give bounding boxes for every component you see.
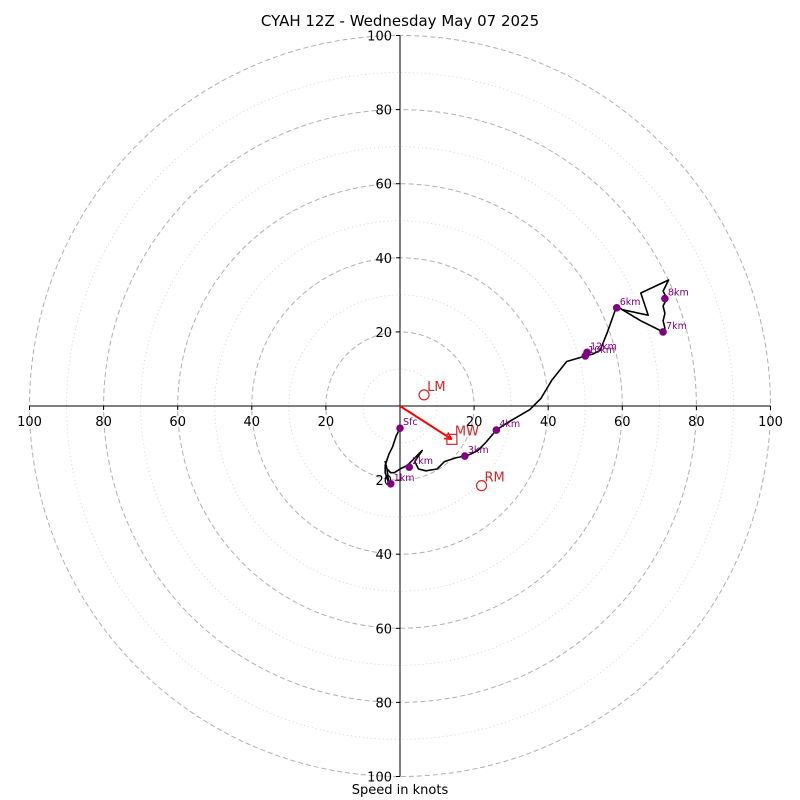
storm-motion-label: RM [485,471,505,486]
hodograph-trace-group [384,279,670,485]
chart-title: CYAH 12Z - Wednesday May 07 2025 [260,12,540,30]
mean-wind-vector [399,405,453,441]
storm-motion-marker [446,433,458,445]
x-tick-label: 100 [758,415,783,430]
y-tick-label: 60 [375,178,392,193]
y-tick-label: 20 [375,326,392,341]
height-marker-dot [386,480,395,488]
hodograph-trace [384,279,670,485]
mean-wind-arrowhead [443,432,453,441]
height-marker-dot [492,426,501,434]
y-tick-label: 40 [375,548,392,563]
storm-motion-label: LM [427,380,445,395]
height-marker-label: 2km [412,456,433,467]
x-tick-label: 40 [540,415,557,430]
tick-labels: 100 80 60 40 20 20 40 60 80 100204060801002040608… [17,30,783,786]
height-marker-label: 4km [499,419,520,430]
height-marker-dot [583,348,591,357]
y-tick-label: 80 [375,104,392,119]
height-marker-label: 12km [590,341,617,352]
height-marker-dot [396,424,404,433]
height-marker-dot [659,328,667,336]
height-marker-dot [661,294,669,303]
storm-motions: LM RM MW [418,380,505,492]
y-tick-label: 40 [375,252,392,267]
mean-wind-vector-group [399,405,453,441]
height-marker-label: 3km [468,445,489,456]
storm-motion-marker [475,480,488,492]
x-tick-label: 100 [17,415,42,430]
storm-motion-label: MW [455,424,479,439]
x-tick-label: 40 [244,415,261,430]
height-marker-dot [461,452,469,460]
x-axis-label: Speed in knots [351,783,449,798]
y-tick-label: 60 [375,622,392,637]
storm-motion-marker [418,389,430,401]
height-marker-label: 10km [588,345,615,356]
x-tick-label: 20 [318,415,335,430]
height-marker-dot [405,463,414,471]
x-tick-label: 60 [614,415,631,430]
x-tick-label: 60 [169,415,186,430]
height-marker-label: Sfc [403,417,418,428]
y-tick-label: 80 [375,696,392,711]
x-tick-label: 80 [95,415,112,430]
height-marker-label: 6km [620,297,641,308]
x-tick-label: 80 [688,415,705,430]
y-tick-label: 100 [367,30,392,45]
y-tick-label: 100 [367,771,392,786]
x-tick-label: 20 [466,415,483,430]
height-marker-dot [612,304,621,312]
height-marker-label: 8km [668,288,689,299]
height-marker-label: 7km [666,321,687,332]
height-marker-label: 1km [394,473,415,484]
